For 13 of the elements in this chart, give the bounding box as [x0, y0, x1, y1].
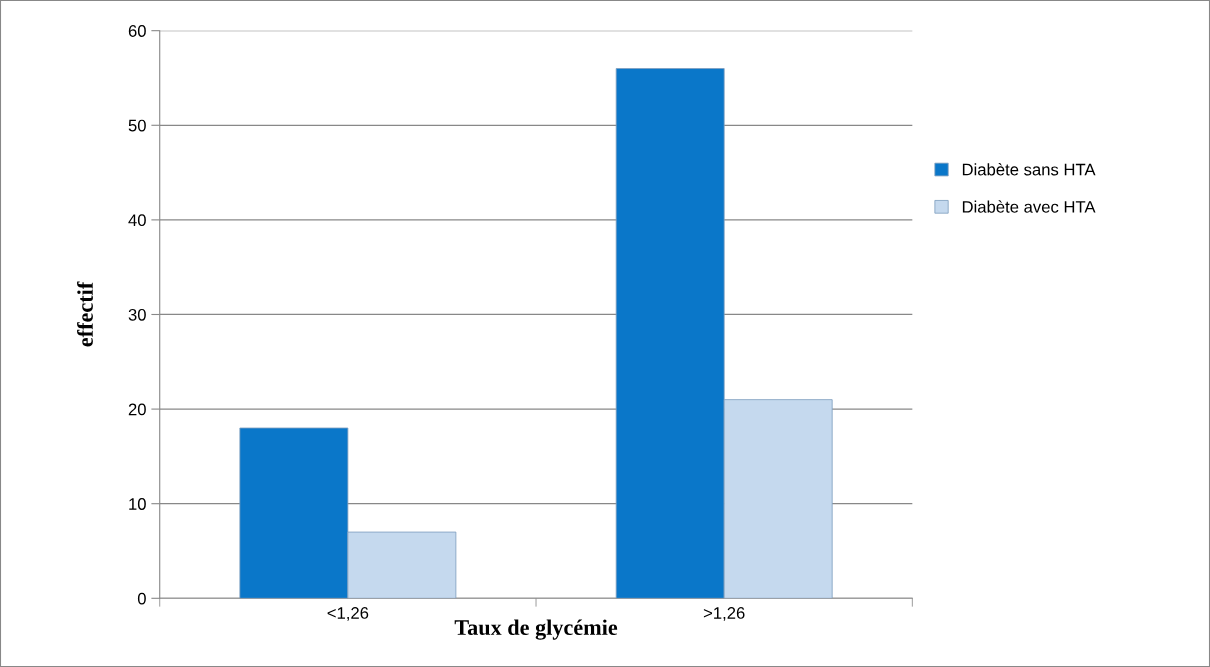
x-tick-label: <1,26 [327, 607, 369, 621]
y-tick-label: 10 [129, 498, 146, 510]
y-tick-label: 60 [128, 25, 146, 37]
legend-label: Diabète avec HTA [962, 200, 1096, 213]
y-tick-label: 40 [128, 214, 146, 227]
legend-label: Diabète sans HTA [962, 163, 1096, 176]
y-axis-title: effectif [77, 281, 93, 347]
y-tick-label: 30 [128, 308, 146, 321]
x-tick-label: >1,26 [703, 607, 745, 621]
x-axis-title: Taux de glycémie [454, 619, 618, 640]
y-tick-label: 20 [128, 403, 146, 416]
y-tick-label: 0 [137, 592, 146, 605]
y-tick-label: 50 [128, 119, 146, 132]
